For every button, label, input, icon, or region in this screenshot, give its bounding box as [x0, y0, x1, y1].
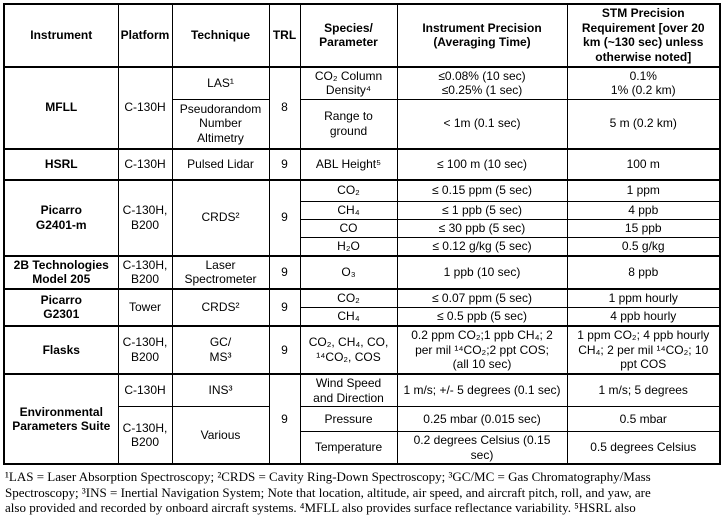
cell-env-technique-ins: INS³ [171, 372, 270, 408]
cell-flasks-species: CO₂, CH₄, CO, ¹⁴CO₂, COS [299, 325, 398, 375]
header-row: Instrument Platform Technique TRL Specie… [3, 3, 721, 67]
cell-g2401-precision-co2: ≤ 0.15 ppm (5 sec) [396, 178, 568, 202]
cell-env-species-pressure: Pressure [299, 406, 398, 433]
cell-flasks-precision: 0.2 ppm CO₂;1 ppb CH₄; 2 per mil ¹⁴CO₂;2… [396, 325, 568, 375]
cell-hsrl-instrument: HSRL [3, 147, 119, 180]
cell-g2401-stm-h2o: 0.5 g/kg [566, 236, 721, 257]
table-row: C-130H, B200 Various Pressure 0.25 mbar … [4, 406, 721, 465]
cell-hsrl-species: ABL Height⁵ [299, 147, 398, 180]
cell-model205-trl: 9 [268, 254, 301, 290]
cell-mfll-technique-las: LAS¹ [171, 65, 270, 100]
col-header-platform: Platform [117, 3, 173, 67]
table-row: H₂O ≤ 0.12 g/kg (5 sec) 0.5 g/kg [4, 236, 721, 257]
col-header-trl: TRL [268, 3, 301, 67]
col-header-species: Species/ Parameter [299, 3, 398, 67]
cell-g2401-species-h2o: H₂O [299, 236, 398, 257]
cell-g2401-instrument: Picarro G2401-m [3, 178, 119, 257]
cell-mfll-stm-range: 5 m (0.2 km) [566, 99, 721, 149]
cell-env-platform-various: C-130H, B200 [117, 406, 173, 465]
cell-mfll-species-co2-column: CO₂ Column Density⁴ [299, 65, 398, 100]
cell-g2401-stm-co2: 1 ppm [566, 178, 721, 202]
cell-env-precision-wind: 1 m/s; +/- 5 degrees (0.1 sec) [396, 372, 568, 408]
cell-flasks-stm: 1 ppm CO₂; 4 ppb hourly CH₄; 2 per mil ¹… [566, 325, 721, 375]
cell-flasks-platform: C-130H, B200 [117, 325, 173, 375]
cell-flasks-instrument: Flasks [3, 325, 119, 375]
cell-flasks-trl: 9 [268, 325, 301, 375]
cell-mfll-platform: C-130H [117, 65, 173, 149]
cell-hsrl-stm: 100 m [566, 147, 721, 180]
cell-hsrl-platform: C-130H [117, 147, 173, 180]
cell-g2301-stm-co2: 1 ppm hourly [566, 287, 721, 309]
cell-g2301-technique: CRDS² [171, 287, 270, 327]
col-header-stm: STM Precision Requirement [over 20 km (~… [566, 3, 721, 67]
cell-model205-technique: Laser Spectrometer [171, 254, 270, 290]
cell-env-precision-pressure: 0.25 mbar (0.015 sec) [396, 406, 568, 433]
cell-g2401-precision-ch4: ≤ 1 ppb (5 sec) [396, 201, 568, 220]
table-row: Picarro G2301 Tower CRDS² 9 CO₂ ≤ 0.07 p… [3, 287, 721, 327]
cell-env-species-temperature: Temperature [299, 431, 398, 465]
cell-env-stm-temperature: 0.5 degrees Celsius [566, 431, 721, 465]
cell-g2301-platform: Tower [117, 287, 173, 327]
table-row: Pseudorandom Number Altimetry Range to g… [4, 99, 721, 149]
cell-g2401-trl: 9 [268, 178, 301, 257]
cell-model205-instrument: 2B Technologies Model 205 [3, 254, 119, 290]
cell-g2301-species-ch4: CH₄ [299, 307, 398, 327]
cell-g2301-precision-ch4: ≤ 0.5 ppb (5 sec) [396, 307, 568, 327]
cell-g2301-instrument: Picarro G2301 [3, 287, 119, 327]
cell-g2401-platform: C-130H, B200 [117, 178, 173, 257]
table-row: CO ≤ 30 ppb (5 sec) 15 ppb [4, 219, 721, 238]
cell-g2401-stm-co: 15 ppb [566, 219, 721, 238]
cell-env-species-wind: Wind Speed and Direction [299, 372, 398, 408]
col-header-precision: Instrument Precision (Averaging Time) [396, 3, 568, 67]
cell-mfll-technique-altimetry: Pseudorandom Number Altimetry [171, 99, 270, 149]
cell-model205-stm: 8 ppb [566, 254, 721, 290]
cell-mfll-trl: 8 [268, 65, 301, 149]
cell-env-platform-ins: C-130H [117, 372, 173, 408]
table-footnotes: ¹LAS = Laser Absorption Spectroscopy; ²C… [5, 469, 651, 516]
cell-env-technique-various: Various [171, 406, 270, 465]
cell-env-precision-temperature: 0.2 degrees Celsius (0.15 sec) [396, 431, 568, 465]
cell-g2401-species-co2: CO₂ [299, 178, 398, 202]
cell-g2401-precision-h2o: ≤ 0.12 g/kg (5 sec) [396, 236, 568, 257]
cell-hsrl-trl: 9 [268, 147, 301, 180]
cell-g2301-stm-ch4: 4 ppb hourly [566, 307, 721, 327]
cell-g2301-trl: 9 [268, 287, 301, 327]
table-row: Picarro G2401-m C-130H, B200 CRDS² 9 CO₂… [3, 178, 721, 257]
cell-mfll-precision-co2-column: ≤0.08% (10 sec) ≤0.25% (1 sec) [396, 65, 568, 100]
cell-g2301-precision-co2: ≤ 0.07 ppm (5 sec) [396, 287, 568, 309]
cell-env-instrument: Environmental Parameters Suite [3, 372, 119, 465]
table-row: Environmental Parameters Suite C-130H IN… [3, 372, 721, 465]
instrument-precision-table: Instrument Platform Technique TRL Specie… [3, 3, 721, 466]
cell-g2401-species-ch4: CH₄ [299, 201, 398, 220]
cell-hsrl-precision: ≤ 100 m (10 sec) [396, 147, 568, 180]
cell-g2301-species-co2: CO₂ [299, 287, 398, 309]
cell-g2401-stm-ch4: 4 ppb [566, 201, 721, 220]
cell-g2401-precision-co: ≤ 30 ppb (5 sec) [396, 219, 568, 238]
cell-mfll-precision-range: < 1m (0.1 sec) [396, 99, 568, 149]
table-row: HSRL C-130H Pulsed Lidar 9 ABL Height⁵ ≤… [3, 147, 721, 180]
cell-env-stm-pressure: 0.5 mbar [566, 406, 721, 433]
table-row: 2B Technologies Model 205 C-130H, B200 L… [3, 254, 721, 290]
cell-mfll-species-range: Range to ground [299, 99, 398, 149]
cell-hsrl-technique: Pulsed Lidar [171, 147, 270, 180]
cell-env-stm-wind: 1 m/s; 5 degrees [566, 372, 721, 408]
cell-g2401-species-co: CO [299, 219, 398, 238]
cell-env-trl: 9 [268, 372, 301, 465]
cell-mfll-stm-co2-column: 0.1% 1% (0.2 km) [566, 65, 721, 100]
table-row: Flasks C-130H, B200 GC/ MS³ 9 CO₂, CH₄, … [3, 325, 721, 375]
cell-model205-precision: 1 ppb (10 sec) [396, 254, 568, 290]
table-row: MFLL C-130H LAS¹ 8 CO₂ Column Density⁴ ≤… [3, 65, 721, 149]
cell-flasks-technique: GC/ MS³ [171, 325, 270, 375]
cell-g2401-technique: CRDS² [171, 178, 270, 257]
table-row: CH₄ ≤ 0.5 ppb (5 sec) 4 ppb hourly [4, 307, 721, 327]
cell-model205-species: O₃ [299, 254, 398, 290]
col-header-instrument: Instrument [3, 3, 119, 67]
col-header-technique: Technique [171, 3, 270, 67]
cell-model205-platform: C-130H, B200 [117, 254, 173, 290]
table-row: Temperature 0.2 degrees Celsius (0.15 se… [4, 431, 721, 465]
cell-mfll-instrument: MFLL [3, 65, 119, 149]
